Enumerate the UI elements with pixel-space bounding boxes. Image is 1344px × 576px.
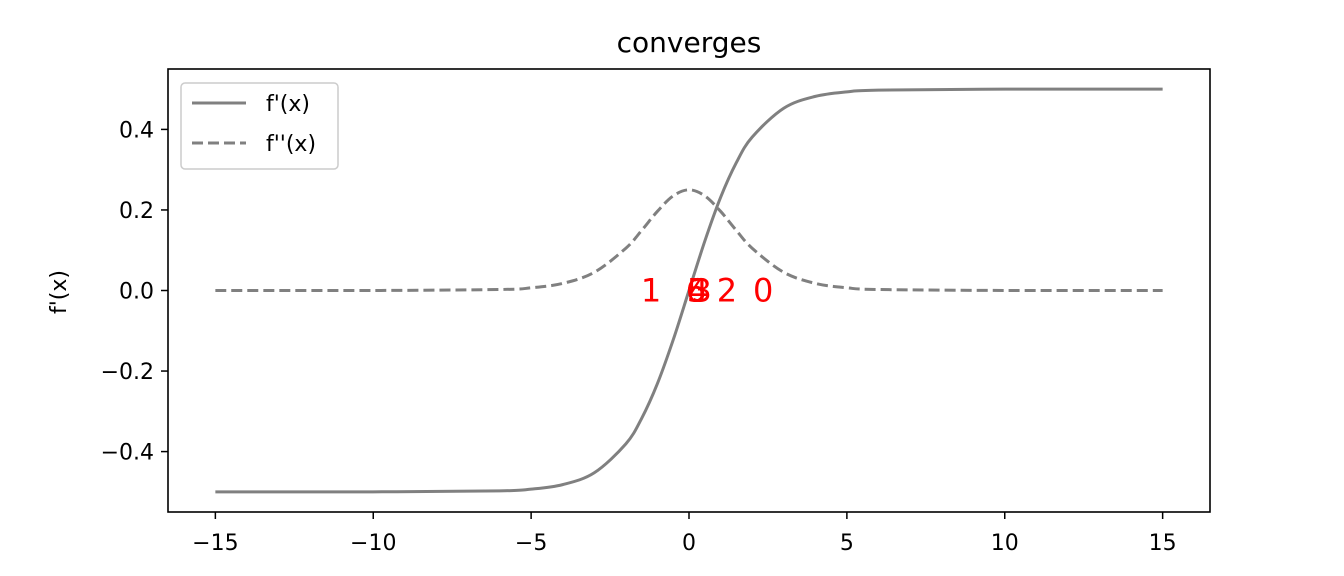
chart-title: converges bbox=[617, 26, 762, 59]
x-tick-label: −5 bbox=[515, 531, 547, 556]
y-axis-ticks: −0.4 −0.2 0.0 0.2 0.4 bbox=[101, 118, 168, 466]
annotation-label: 4 bbox=[688, 272, 708, 310]
annotation-label: 2 bbox=[717, 272, 737, 310]
annotation-label: 1 bbox=[641, 272, 661, 310]
y-axis-label: f'(x) bbox=[47, 270, 72, 314]
x-tick-label: 5 bbox=[840, 531, 854, 556]
x-axis-label: x bbox=[682, 571, 695, 576]
x-tick-label: −10 bbox=[350, 531, 396, 556]
legend: f'(x) f''(x) bbox=[180, 82, 339, 170]
series-line-second-derivative bbox=[215, 188, 1163, 293]
x-axis-ticks: −15 −10 −5 0 5 10 15 bbox=[192, 512, 1177, 556]
y-tick-label: 0.0 bbox=[119, 280, 154, 305]
x-tick-label: 10 bbox=[991, 531, 1019, 556]
x-tick-label: 0 bbox=[682, 531, 696, 556]
legend-label-first-derivative: f'(x) bbox=[266, 92, 310, 117]
y-tick-label: 0.4 bbox=[119, 118, 154, 143]
series-line-first-derivative bbox=[215, 87, 1163, 494]
y-tick-label: −0.2 bbox=[101, 360, 154, 385]
legend-label-second-derivative: f''(x) bbox=[266, 132, 316, 157]
y-tick-label: −0.4 bbox=[101, 441, 154, 466]
annotation-label: 6 bbox=[686, 272, 706, 310]
annotation-label: 5 bbox=[687, 272, 707, 310]
annotation-label: 3 bbox=[691, 272, 711, 310]
x-tick-label: 15 bbox=[1149, 531, 1177, 556]
x-tick-label: −15 bbox=[192, 531, 238, 556]
annotation-label: 0 bbox=[753, 272, 773, 310]
y-tick-label: 0.2 bbox=[119, 199, 154, 224]
plot-area bbox=[215, 87, 1163, 494]
